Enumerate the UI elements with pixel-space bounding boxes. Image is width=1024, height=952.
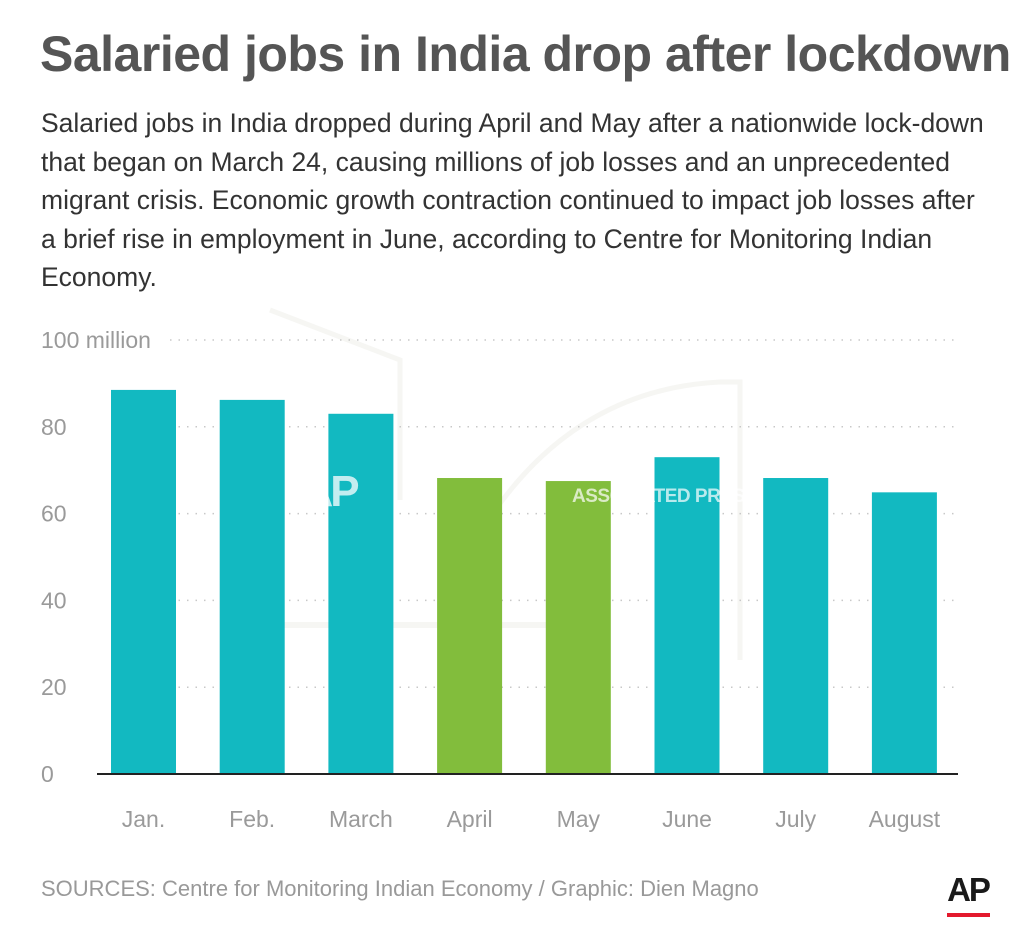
page-title: Salaried jobs in India drop after lockdo… xyxy=(40,26,1011,82)
page-subtitle: Salaried jobs in India dropped during Ap… xyxy=(41,108,984,292)
watermark: AP ASSOCIATED PRESS xyxy=(301,467,757,516)
bar-jan xyxy=(111,389,176,774)
x-tick-label: March xyxy=(329,806,393,832)
watermark-ap-logo: AP xyxy=(301,467,358,516)
bar-july xyxy=(763,478,829,774)
ap-logo: AP xyxy=(944,872,992,920)
x-axis-labels: Jan. Feb. March April May June July August xyxy=(122,806,941,832)
x-tick-label: Feb. xyxy=(229,806,275,832)
y-tick-label: 60 xyxy=(41,501,67,527)
bars xyxy=(111,389,937,774)
x-tick-label: April xyxy=(447,806,493,832)
y-tick-label: 80 xyxy=(41,414,67,440)
bar-feb xyxy=(219,399,285,774)
bar-march xyxy=(328,413,394,774)
source-note: SOURCES: Centre for Monitoring Indian Ec… xyxy=(41,876,759,901)
y-tick-label: 100 million xyxy=(41,327,151,353)
gridlines: 0 20 40 60 80 100 million xyxy=(41,327,958,787)
y-tick-label: 0 xyxy=(41,761,54,787)
ap-logo-underline xyxy=(947,913,990,917)
y-tick-label: 40 xyxy=(41,587,67,613)
x-tick-label: Jan. xyxy=(122,806,165,832)
x-tick-label: July xyxy=(775,806,816,832)
bar-august xyxy=(871,492,937,774)
bar-april xyxy=(437,478,503,774)
bar-june xyxy=(654,457,720,774)
bar-chart: 0 20 40 60 80 100 million AP ASSOCIATED PRESS… xyxy=(41,307,958,832)
bar-may xyxy=(545,481,611,774)
ap-logo-text: AP xyxy=(947,871,991,908)
watermark-text: ASSOCIATED PRESS xyxy=(572,486,757,507)
y-tick-label: 20 xyxy=(41,674,67,700)
x-tick-label: August xyxy=(869,806,941,832)
x-tick-label: June xyxy=(662,806,712,832)
x-tick-label: May xyxy=(557,806,601,832)
